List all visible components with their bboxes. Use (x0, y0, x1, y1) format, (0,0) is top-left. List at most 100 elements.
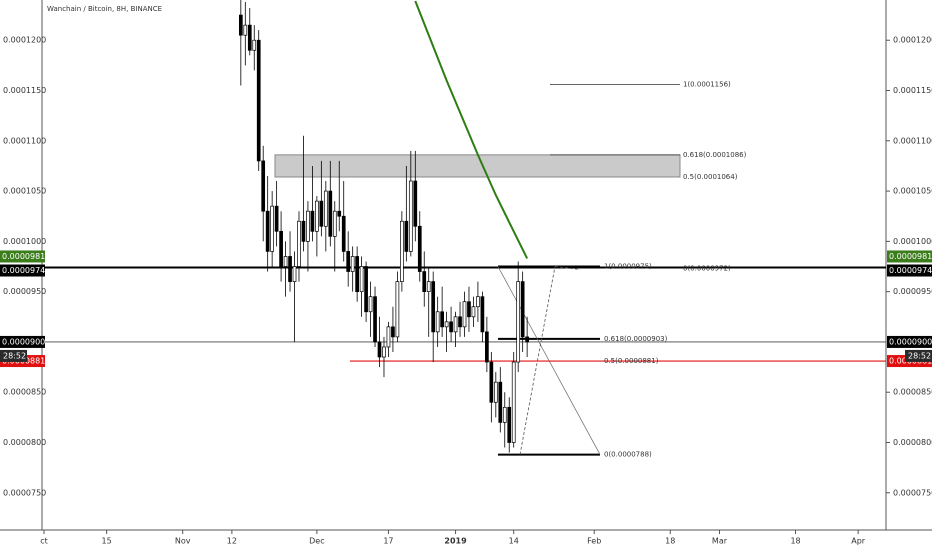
candle-body (502, 406, 507, 423)
candle-body (480, 296, 485, 333)
candle-body (306, 210, 310, 242)
candle-body (323, 190, 328, 227)
countdown-bg (905, 349, 932, 362)
x-tick-label: 17 (383, 537, 393, 546)
price-badge-left: 0.0000981 (2, 252, 45, 261)
y-tick-label: 0.0000750 (893, 488, 932, 497)
candle-body (247, 24, 252, 51)
candle-body (301, 220, 306, 242)
candle-body (507, 406, 512, 443)
fib-label: 0.5(0.0001064) (683, 173, 738, 181)
y-tick-label-left: 0.0000850 (3, 388, 46, 397)
candle-body (391, 326, 395, 338)
candle-body (386, 326, 391, 348)
candle-body (489, 361, 494, 403)
candle-body (444, 321, 449, 328)
fib-label: 0(0.0000972) (683, 265, 731, 273)
x-tick-label: Apr (851, 537, 866, 546)
candle-body (297, 220, 301, 267)
chart-title: Wanchain / Bitcoin, 8H, BINANCE (47, 5, 162, 13)
x-tick-label: 18 (665, 537, 675, 546)
candle-body (458, 316, 462, 328)
y-tick-label: 0.0000850 (893, 388, 932, 397)
countdown-bg-left (0, 349, 27, 362)
candle-body (337, 210, 342, 217)
price-badge-bg (887, 335, 932, 348)
x-tick-label: ct (40, 537, 48, 546)
price-badge-left-bg (0, 335, 45, 348)
candle-body (449, 321, 453, 333)
y-tick-label-left: 0.0001100 (3, 136, 46, 145)
candle-body (440, 311, 444, 328)
x-tick-label: 12 (227, 537, 237, 546)
y-tick-label-left: 0.0001050 (3, 187, 46, 196)
countdown-left: 28:52 (3, 351, 26, 360)
y-tick-label: 0.0001200 (893, 36, 932, 45)
candle-body (377, 341, 382, 358)
zone (274, 154, 681, 178)
candle-body (328, 190, 333, 237)
candle-body (493, 381, 498, 403)
candle-body (516, 281, 521, 363)
candle-body (525, 336, 529, 343)
y-tick-label-left: 0.0000750 (3, 488, 46, 497)
trend-line-dashed (554, 266, 581, 270)
fib-label: 0.618(0.0000903) (604, 335, 668, 343)
price-badge-bg (887, 250, 932, 263)
candle-body (485, 331, 489, 363)
x-tick-label: 14 (509, 537, 519, 546)
fib-label: 1(0.0000975) (604, 263, 652, 271)
candle-body (341, 215, 346, 252)
candle-body (382, 346, 386, 358)
fib-label: 0.5(0.0000881) (604, 357, 659, 365)
candle-body (395, 281, 400, 338)
candle-body (238, 14, 243, 36)
candle-body (417, 225, 422, 272)
x-tick-label: Dec (309, 537, 324, 546)
y-tick-label: 0.0001000 (893, 237, 932, 246)
candle-body (498, 381, 503, 423)
x-tick-label: 2019 (444, 537, 467, 546)
candle-body (426, 281, 431, 293)
candle-body (270, 205, 274, 252)
candle-body (431, 281, 436, 333)
candle-body (355, 256, 359, 293)
candle-body (422, 271, 427, 293)
fib-label: 1(0.0001156) (683, 80, 731, 88)
candle-body (471, 306, 476, 318)
price-badge-left: 0.0000974 (2, 266, 45, 275)
candle-body (359, 266, 364, 293)
trend-line (497, 266, 601, 455)
candle-body (373, 296, 377, 343)
price-badge-bg (887, 264, 932, 277)
candle-body (288, 256, 292, 282)
price-badge-left-bg (0, 264, 45, 277)
candle-body (520, 281, 525, 338)
y-tick-label: 0.0001050 (893, 187, 932, 196)
x-tick-label: Feb (587, 537, 601, 546)
candle-body (408, 180, 413, 252)
x-tick-label: 18 (790, 537, 800, 546)
candle-body (350, 256, 355, 272)
x-tick-label: Mar (712, 537, 728, 546)
candle-body (400, 220, 404, 282)
y-tick-label: 0.0001150 (893, 86, 932, 95)
candle-body (319, 200, 324, 227)
candle-body (332, 210, 337, 237)
candle-body (462, 301, 467, 328)
candle-body (283, 256, 288, 267)
y-tick-label-left: 0.0001200 (3, 36, 46, 45)
candle-body (511, 361, 516, 443)
candle-body (265, 210, 270, 252)
fib-label: 0(0.0000788) (604, 451, 652, 459)
candle-body (476, 296, 480, 308)
candle-body (368, 296, 373, 313)
candle-body (292, 266, 297, 282)
candle-body (252, 39, 257, 51)
candle-body (404, 220, 409, 252)
price-badge-left-bg (0, 250, 45, 263)
x-tick-label: 15 (102, 537, 112, 546)
candle-body (346, 251, 351, 272)
